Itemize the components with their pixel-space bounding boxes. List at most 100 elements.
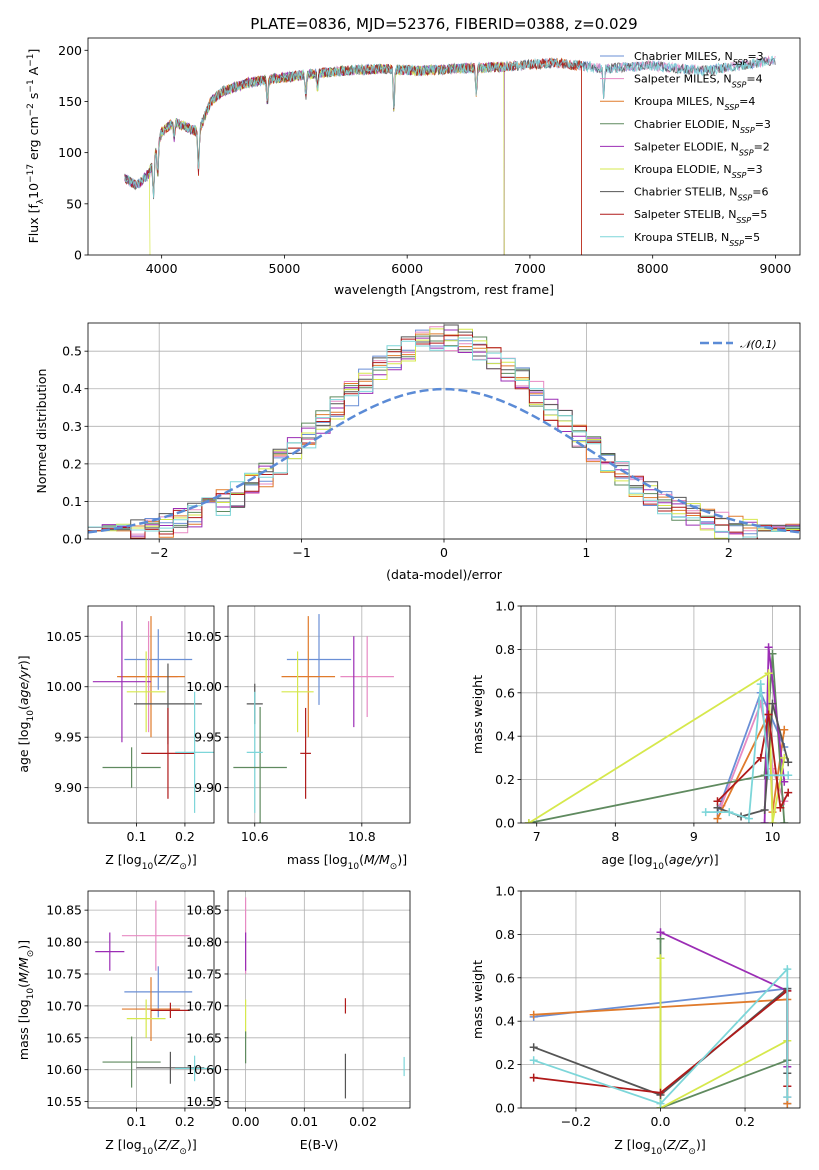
legend-text: Kroupa MILES, N	[634, 95, 724, 108]
age_vs_Z-ytick-label: 10.00	[46, 679, 82, 694]
mass_weight_vs_age-marker	[764, 771, 773, 780]
mass_weight_vs_age-panel: 7 8 9 10 0.0 0.2 0.4 0.6 0.8 1.0 mass weight age [l…	[470, 599, 801, 872]
mass_weight_vs_Z-ytick-label: 0.4	[495, 1014, 515, 1029]
spectrum-xtick-label: 8000	[637, 261, 669, 276]
mass_vs_Z-xlabel: Z [log10(Z/Z⊙)]	[105, 1137, 196, 1157]
label-part: 10	[348, 862, 360, 872]
mass_weight_vs_age-marker	[756, 680, 765, 689]
mass_weight_vs_Z-marker	[656, 1099, 665, 1108]
legend-text: Chabrier MILES, N	[634, 50, 733, 63]
mass_weight_vs_age-marker	[764, 643, 773, 652]
label-part: Z [log	[105, 1137, 141, 1152]
residuals-grid	[88, 323, 800, 540]
mass_weight_vs_age-marker	[524, 819, 533, 823]
age_vs_mass-ytick-label: 9.90	[194, 780, 222, 795]
legend-subscript: SSP	[724, 103, 739, 112]
label-part: (	[359, 852, 364, 867]
mass_weight_vs_age-xtick-label: 9	[690, 829, 698, 844]
label-part: age [log	[601, 852, 652, 867]
age_vs_Z-ylabel: age [log10(age/yr)]	[16, 655, 36, 772]
legend-value: =4	[746, 73, 762, 86]
label-part: ⊙	[390, 862, 398, 872]
residuals-ytick-label: 0.2	[62, 456, 82, 471]
spectrum-ytick-label: 0	[74, 248, 82, 263]
mass_weight_vs_age-marker	[756, 753, 765, 762]
spectrum-ylabel: Flux [fλ10−17 erg cm−2 s−1 A−1]	[26, 49, 46, 244]
label-part: 10	[26, 183, 41, 199]
spectrum-ytick-label: 200	[58, 43, 82, 58]
label-part: (data-model)/error	[386, 567, 503, 582]
label-part: (	[662, 1137, 667, 1152]
mass_vs_ebv-xtick-label: 0.00	[232, 1114, 260, 1129]
legend-label: Salpeter STELIB, NSSP=5	[634, 208, 767, 225]
age_vs_mass-ytick-label: 9.95	[194, 730, 222, 745]
age_vs_Z-ytick-label: 9.90	[54, 780, 82, 795]
mass_vs_Z-errorbar	[102, 1036, 161, 1088]
mass_weight_vs_Z-frame	[520, 890, 801, 1109]
mass_vs_ebv-ytick-label: 10.80	[186, 935, 222, 950]
mass_weight_vs_age-marker	[760, 805, 769, 814]
label-part: )]	[16, 655, 31, 665]
label-part: 10	[142, 862, 154, 872]
legend-subscript: SSP	[729, 238, 744, 247]
mass_weight_vs_age-ytick-label: 0.8	[495, 642, 515, 657]
age_vs_Z-xtick-label: 0.2	[175, 829, 195, 844]
mass_weight_vs_Z-ylabel: mass weight	[470, 960, 485, 1039]
legend-label: Chabrier ELODIE, NSSP=3	[634, 118, 771, 135]
label-part: ⊙	[688, 1147, 696, 1157]
legend-value: =3	[746, 163, 762, 176]
label-part: )]	[696, 1137, 706, 1152]
age_vs_mass-plot-area	[233, 614, 394, 823]
label-part: erg cm	[26, 116, 41, 164]
mass_weight_vs_age-xtick-label: 7	[533, 829, 541, 844]
age_vs_mass-errorbar	[340, 636, 394, 718]
label-part: )]	[709, 852, 719, 867]
mass_vs_Z-errorbar	[136, 1051, 205, 1084]
legend-value: =5	[744, 231, 760, 244]
mass_weight_vs_age-marker	[760, 819, 769, 823]
mass_vs_Z-errorbar	[126, 999, 166, 1038]
legend-text: Kroupa STELIB, N	[634, 231, 729, 244]
mass_vs_Z-panel: 0.1 0.2 10.55 10.60 10.65 10.70 10.75 10.80 10.8…	[16, 890, 215, 1157]
legend-text: Kroupa ELODIE, N	[634, 163, 732, 176]
mass_vs_Z-ytick-label: 10.60	[46, 1062, 82, 1077]
age_vs_mass-ytick-label: 10.00	[186, 679, 222, 694]
label-part: Z [log	[614, 1137, 650, 1152]
mass_vs_Z-ytick-label: 10.85	[46, 903, 82, 918]
age_vs_mass-frame	[227, 605, 411, 824]
spectrum-ytick-label: 50	[66, 196, 82, 211]
mass_vs_ebv-ytick-label: 10.60	[186, 1062, 222, 1077]
label-part: ⊙	[179, 862, 187, 872]
mass_vs_ebv-background	[228, 891, 410, 1108]
mass_weight_vs_age-xlabel: age [log10(age/yr)]	[601, 852, 718, 872]
mass_weight_vs_age-marker	[780, 777, 789, 786]
mass_vs_Z-ytick-label: 10.80	[46, 935, 82, 950]
mass_vs_ebv-ytick-label: 10.55	[186, 1094, 222, 1109]
label-part: −1	[26, 79, 36, 92]
age_vs_Z-xtick-label: 0.1	[127, 829, 147, 844]
age_vs_Z-errorbar	[92, 621, 151, 743]
mass_vs_Z-ytick-label: 10.75	[46, 966, 82, 981]
mass_vs_ebv-xtick-label: 0.02	[349, 1114, 377, 1129]
spectrum-xlabel: wavelength [Angstrom, rest frame]	[334, 282, 554, 297]
age_vs_Z-frame	[87, 605, 215, 824]
label-part: Z/Z	[157, 852, 180, 867]
age_vs_mass-ytick-label: 10.05	[186, 629, 222, 644]
legend-value: =2	[754, 140, 770, 153]
label-part: )]	[187, 852, 197, 867]
mass_weight_vs_age-marker	[784, 758, 793, 767]
label-part: 10	[651, 1147, 663, 1157]
mass_weight_vs_age-plot-area	[524, 643, 793, 823]
mass_weight_vs_Z-ytick-label: 0.6	[495, 970, 515, 985]
age_vs_Z-ytick-label: 10.05	[46, 629, 82, 644]
mass_vs_ebv-xtick-label: 0.01	[290, 1114, 318, 1129]
legend-label: Kroupa MILES, NSSP=4	[634, 95, 755, 112]
mass_weight_vs_Z-xtick-label: −0.2	[561, 1114, 591, 1129]
mass_vs_Z-ytick-label: 10.65	[46, 1030, 82, 1045]
mass_weight_vs_age-marker	[768, 819, 777, 823]
mass_weight_vs_Z-panel: −0.2 0.0 0.2 0.0 0.2 0.4 0.6 0.8 1.0 mass weight Z…	[470, 884, 801, 1157]
age_vs_Z-plot-area	[92, 616, 214, 813]
spectrum-xtick-label: 7000	[514, 261, 546, 276]
